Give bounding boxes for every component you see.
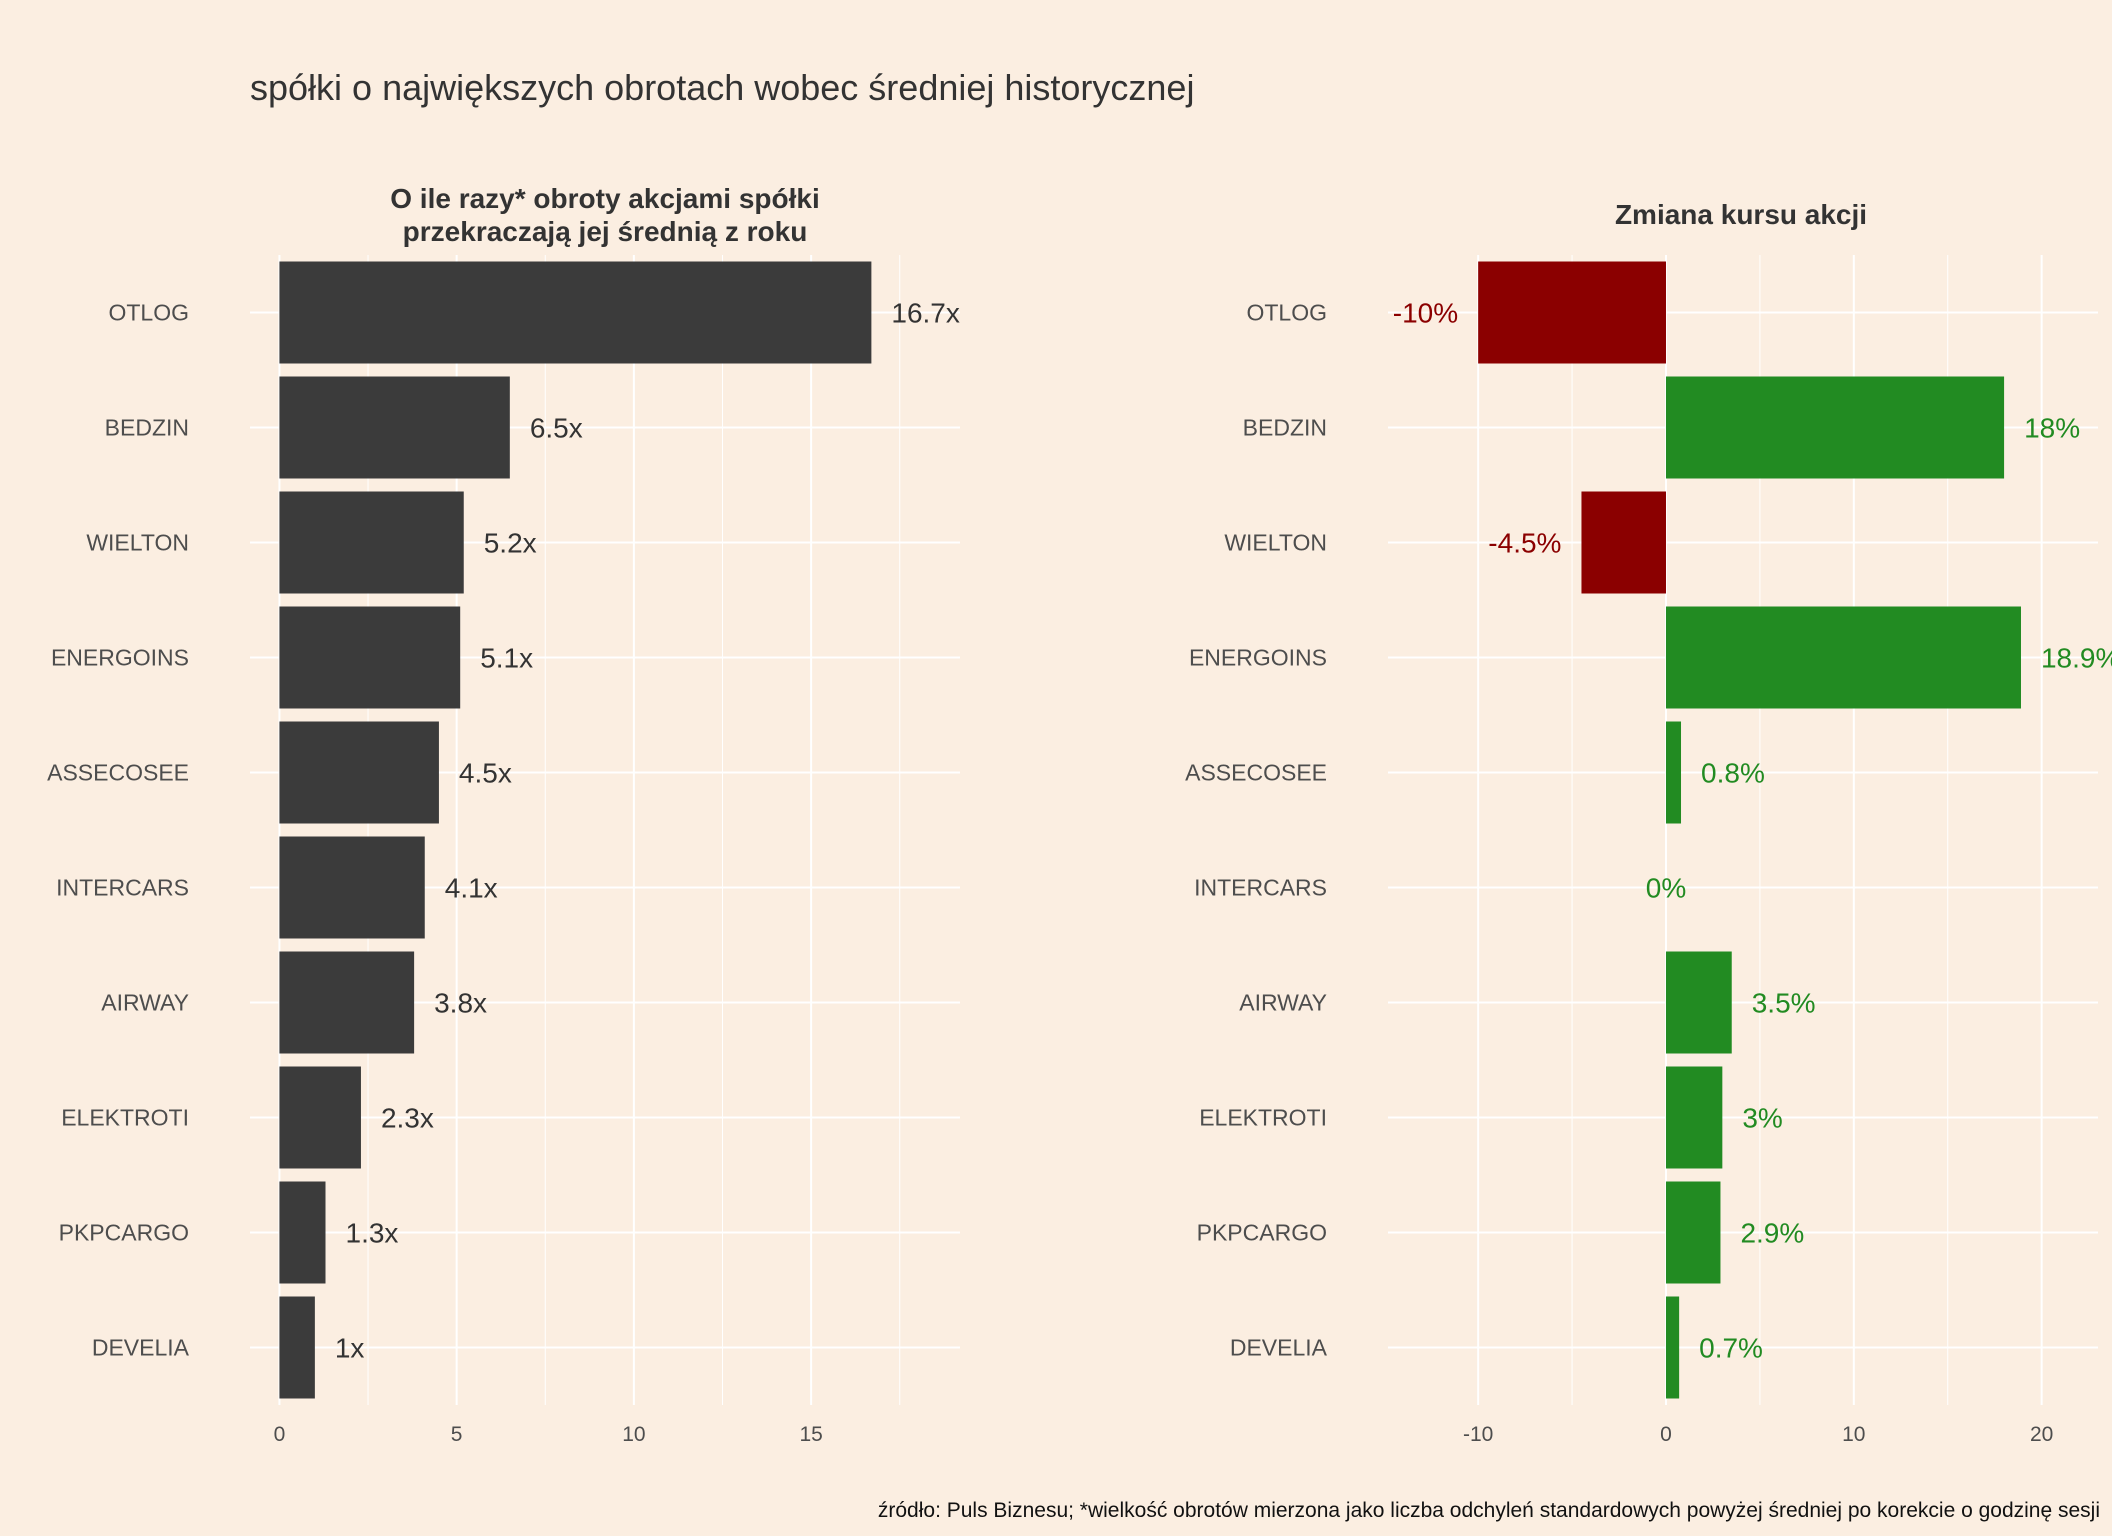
bar: [1478, 261, 1666, 364]
category-label: PKPCARGO: [1197, 1220, 1327, 1246]
bar: [1665, 951, 1732, 1054]
category-label: WIELTON: [86, 530, 189, 556]
x-tick-label: 10: [1842, 1423, 1865, 1446]
category-label: PKPCARGO: [59, 1220, 189, 1246]
bar: [1665, 1296, 1680, 1399]
bar-layer: [279, 261, 2021, 1399]
value-label: 5.2x: [484, 528, 537, 559]
value-label: -10%: [1393, 298, 1458, 329]
value-label: 0%: [1646, 873, 1686, 904]
bar: [279, 1066, 361, 1169]
x-tick-label: 0: [1660, 1423, 1672, 1446]
category-label: ELEKTROTI: [61, 1105, 189, 1131]
category-label: DEVELIA: [1230, 1335, 1328, 1361]
bar: [279, 1296, 315, 1399]
value-label: 3%: [1742, 1103, 1782, 1134]
value-label: 4.1x: [445, 873, 498, 904]
category-label: BEDZIN: [1243, 415, 1327, 441]
bar: [1665, 1066, 1723, 1169]
value-label: 2.3x: [381, 1103, 434, 1134]
category-label: OTLOG: [1246, 300, 1327, 326]
panel-title: O ile razy* obroty akcjami spółki: [390, 183, 820, 214]
x-tick-label: 20: [2030, 1423, 2053, 1446]
value-label: -4.5%: [1488, 528, 1561, 559]
value-label: 18.9%: [2041, 643, 2112, 674]
bar: [1665, 606, 2021, 709]
value-label: 6.5x: [530, 413, 583, 444]
x-tick-label: -10: [1463, 1423, 1493, 1446]
bar: [1665, 376, 2005, 479]
bar: [1581, 491, 1666, 594]
bar: [1665, 721, 1682, 824]
label-layer: 0 5 10 15 O ile razy* obroty akcjami spółkip…: [47, 183, 2112, 1446]
category-label: INTERCARS: [1194, 875, 1327, 901]
category-label: OTLOG: [108, 300, 189, 326]
category-label: ASSECOSEE: [1185, 760, 1327, 786]
x-tick-label: 10: [622, 1423, 645, 1446]
category-label: AIRWAY: [101, 990, 189, 1016]
value-label: 3.5%: [1752, 988, 1816, 1019]
category-label: BEDZIN: [105, 415, 189, 441]
x-tick-label: 15: [799, 1423, 822, 1446]
value-label: 16.7x: [891, 298, 960, 329]
panel-title: przekraczają jej średnią z roku: [403, 216, 808, 247]
category-label: AIRWAY: [1239, 990, 1327, 1016]
source-caption: źródło: Puls Biznesu; *wielkość obrotów …: [878, 1499, 2100, 1522]
category-label: ENERGOINS: [1189, 645, 1327, 671]
value-label: 4.5x: [459, 758, 512, 789]
panel-title: Zmiana kursu akcji: [1615, 199, 1867, 230]
value-label: 1x: [335, 1333, 365, 1364]
value-label: 2.9%: [1740, 1218, 1804, 1249]
bar: [279, 376, 510, 479]
bar: [279, 491, 464, 594]
bar: [279, 1181, 326, 1284]
chart-title: spółki o największych obrotach wobec śre…: [250, 67, 1194, 108]
value-label: 18%: [2024, 413, 2080, 444]
x-tick-label: 5: [451, 1423, 463, 1446]
x-tick-label: 0: [274, 1423, 286, 1446]
value-label: 0.7%: [1699, 1333, 1763, 1364]
category-label: WIELTON: [1224, 530, 1327, 556]
value-label: 1.3x: [346, 1218, 399, 1249]
category-label: DEVELIA: [92, 1335, 190, 1361]
value-label: 0.8%: [1701, 758, 1765, 789]
bar: [279, 721, 439, 824]
bar: [279, 951, 415, 1054]
category-label: ENERGOINS: [51, 645, 189, 671]
category-label: ELEKTROTI: [1199, 1105, 1327, 1131]
bar: [279, 606, 461, 709]
value-label: 3.8x: [434, 988, 487, 1019]
bar: [1665, 1181, 1721, 1284]
category-label: INTERCARS: [56, 875, 189, 901]
bar: [279, 261, 872, 364]
bar: [279, 836, 425, 939]
category-label: ASSECOSEE: [47, 760, 189, 786]
value-label: 5.1x: [480, 643, 533, 674]
